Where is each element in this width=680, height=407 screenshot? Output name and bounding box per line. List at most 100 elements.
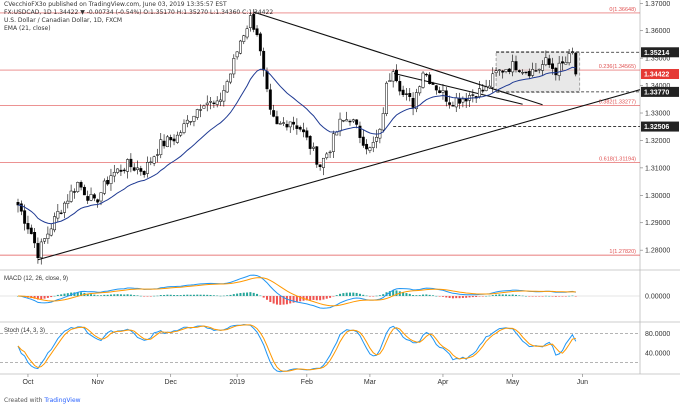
x-tick-label: May (506, 379, 520, 386)
candle (507, 68, 511, 72)
candle (86, 196, 90, 201)
price-badge (641, 86, 679, 97)
ema-legend: EMA (21, close) (4, 25, 51, 32)
candle (358, 125, 362, 138)
macd-histogram-bar (123, 294, 126, 296)
macd-histogram-bar (169, 294, 172, 296)
macd-histogram-bar (119, 294, 122, 296)
macd-histogram-bar (292, 296, 295, 303)
candle (321, 157, 325, 168)
candle (66, 200, 70, 204)
candle (388, 80, 392, 83)
chart-title: U.S. Dollar / Canadian Dollar, 1D, FXCM (4, 17, 123, 24)
macd-histogram-bar (202, 294, 205, 296)
candle (544, 57, 548, 66)
macd-histogram-bar (378, 295, 381, 296)
candle (424, 73, 428, 76)
x-tick-label: Dec (164, 379, 177, 386)
candle (139, 168, 143, 172)
candle (391, 71, 395, 82)
macd-histogram-bar (345, 292, 348, 296)
candle (59, 212, 63, 214)
candle (418, 86, 422, 94)
candle (524, 71, 528, 74)
candle (215, 100, 219, 105)
candle (381, 113, 385, 131)
macd-histogram-bar (392, 290, 395, 296)
candle (461, 98, 465, 103)
candle (341, 120, 345, 122)
candle (262, 50, 266, 71)
y-tick-label: 1.35000 (645, 56, 670, 63)
candle (16, 202, 20, 206)
footer: Created with TradingView (4, 397, 81, 404)
y-tick-label: 1.30000 (645, 193, 670, 200)
candle (209, 101, 213, 103)
macd-histogram-bar (358, 293, 361, 296)
candle (129, 158, 133, 168)
price-badge (641, 69, 679, 80)
candle (328, 151, 332, 154)
candle (278, 123, 282, 125)
candle (395, 69, 398, 82)
macd-histogram-bar (209, 294, 212, 296)
stoch-d-line (17, 324, 576, 372)
macd-histogram-bar (481, 296, 484, 297)
macd-histogram-bar (461, 296, 464, 298)
macd-histogram-bar (36, 296, 39, 300)
candle (355, 119, 359, 125)
macd-histogram-bar (422, 294, 425, 296)
candle (401, 89, 405, 96)
candle (172, 138, 176, 142)
macd-histogram-bar (196, 294, 199, 296)
macd-histogram-bar (176, 295, 179, 296)
candle (318, 164, 322, 167)
candle (79, 182, 83, 188)
candle (305, 130, 309, 138)
candle (464, 98, 468, 102)
candle (527, 71, 531, 77)
macd-histogram-bar (96, 295, 99, 296)
macd-histogram-bar (455, 296, 458, 299)
macd-histogram-bar (116, 294, 119, 296)
macd-signal-line (17, 277, 576, 307)
candle (448, 102, 452, 105)
x-tick-label: 2019 (229, 379, 245, 386)
macd-histogram-bar (435, 295, 438, 297)
candle (19, 203, 23, 212)
candle (72, 191, 76, 193)
candle (43, 238, 47, 242)
candle (345, 119, 349, 122)
candle (315, 146, 319, 165)
macd-histogram-bar (465, 296, 468, 298)
candle (451, 105, 455, 107)
candle (202, 105, 206, 109)
macd-histogram-bar (524, 295, 527, 297)
macd-histogram-bar (312, 296, 315, 300)
candle (537, 68, 541, 71)
candle (149, 161, 153, 163)
candle (471, 94, 475, 96)
macd-histogram-bar (136, 295, 139, 296)
macd-histogram-bar (239, 293, 242, 296)
macd-histogram-bar (471, 296, 474, 298)
macd-histogram-bar (63, 293, 66, 296)
macd-histogram-bar (335, 295, 338, 296)
stoch-title: Stoch (14, 3, 3) (4, 328, 45, 334)
candle (268, 89, 272, 110)
candle (165, 136, 169, 148)
candle (501, 70, 505, 73)
candle (434, 85, 438, 91)
footer-brand[interactable]: TradingView (44, 397, 81, 404)
candle (146, 162, 149, 174)
candle (63, 202, 66, 213)
macd-histogram-bar (451, 296, 454, 299)
macd-histogram-bar (199, 294, 202, 296)
macd-histogram-bar (395, 290, 398, 296)
macd-histogram-bar (156, 295, 159, 297)
macd-histogram-bar (53, 295, 56, 297)
candle (312, 146, 315, 149)
falling-trendline (253, 11, 543, 106)
candle (112, 171, 116, 177)
